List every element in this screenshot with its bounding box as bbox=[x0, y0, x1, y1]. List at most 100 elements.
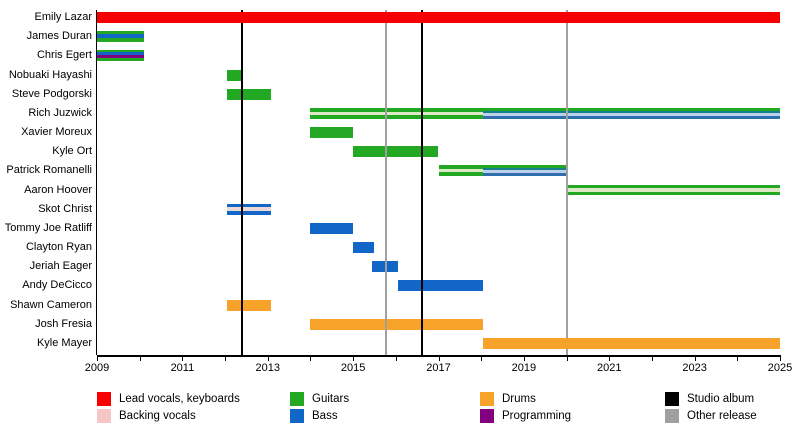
bar-stripe bbox=[483, 173, 567, 177]
member-label: Chris Egert bbox=[36, 49, 92, 62]
member-label: Skot Christ bbox=[38, 202, 92, 215]
member-label: James Duran bbox=[26, 30, 92, 43]
axis-year-label: 2023 bbox=[682, 362, 707, 374]
member-label: Tommy Joe Ratliff bbox=[4, 221, 92, 234]
axis-tick bbox=[523, 357, 525, 361]
bar-stripe bbox=[227, 210, 272, 215]
legend-swatch bbox=[290, 392, 304, 406]
bar-stripe bbox=[97, 31, 144, 35]
timeline-bar bbox=[566, 184, 780, 196]
other-release-line bbox=[385, 10, 388, 355]
bar-stripe bbox=[483, 112, 780, 116]
member-label: Kyle Mayer bbox=[36, 336, 92, 349]
member-label: Patrick Romanelli bbox=[6, 164, 92, 177]
axis-tick bbox=[651, 357, 653, 361]
member-label: Josh Fresia bbox=[35, 317, 92, 330]
timeline-bar bbox=[353, 146, 439, 158]
legend-item: Bass bbox=[290, 409, 338, 423]
timeline-bar bbox=[97, 12, 780, 23]
timeline-bar bbox=[483, 337, 780, 349]
legend-item: Lead vocals, keyboards bbox=[97, 392, 240, 406]
bar-stripe bbox=[227, 69, 243, 81]
bar-stripe bbox=[97, 52, 144, 55]
timeline-bar bbox=[483, 107, 780, 119]
legend-item: Other release bbox=[665, 409, 757, 423]
bar-stripe bbox=[438, 169, 484, 173]
member-label: Shawn Cameron bbox=[10, 298, 92, 311]
legend-item: Studio album bbox=[665, 392, 754, 406]
timeline-bar bbox=[97, 31, 144, 43]
axis-tick bbox=[438, 357, 440, 361]
bar-stripe bbox=[310, 127, 354, 138]
bar-stripe bbox=[97, 50, 144, 53]
x-axis: 2009 2011 2013 2015 2017 2019 2021 2023 2025 bbox=[84, 355, 793, 374]
axis-year-label: 2011 bbox=[170, 362, 195, 374]
member-label: Rich Juzwick bbox=[28, 106, 92, 119]
axis-tick bbox=[310, 357, 312, 361]
bar-stripe bbox=[97, 34, 144, 39]
timeline-bar bbox=[227, 203, 272, 215]
studio-album-line bbox=[421, 10, 424, 355]
legend-swatch bbox=[480, 392, 494, 406]
legend-label: Drums bbox=[502, 393, 536, 405]
bar-stripe bbox=[227, 88, 272, 100]
bar-stripe bbox=[227, 207, 272, 211]
bar-stripe bbox=[483, 170, 567, 174]
timeline-bar bbox=[310, 222, 354, 234]
x-axis-line bbox=[97, 355, 781, 357]
bar-stripe bbox=[483, 110, 780, 113]
timeline-bar bbox=[438, 165, 484, 177]
legend-label: Guitars bbox=[312, 393, 350, 405]
axis-year-label: 2017 bbox=[426, 362, 451, 374]
axis-tick bbox=[609, 357, 611, 361]
legend-swatch bbox=[480, 409, 494, 423]
axis-year-label: 2025 bbox=[767, 362, 793, 374]
legend-label: Other release bbox=[687, 410, 757, 422]
plot-area bbox=[96, 10, 780, 355]
bar-stripe bbox=[438, 172, 484, 177]
axis-tick bbox=[737, 357, 739, 361]
axis-tick bbox=[182, 357, 184, 361]
bar-stripe bbox=[483, 337, 780, 349]
bar-stripe bbox=[97, 12, 780, 23]
timeline-bar bbox=[97, 50, 144, 62]
legend-label: Programming bbox=[502, 410, 572, 422]
member-label: Steve Podgorski bbox=[11, 87, 92, 100]
bar-stripe bbox=[227, 299, 272, 311]
bar-stripe bbox=[97, 38, 144, 43]
bar-stripe bbox=[566, 191, 780, 196]
bar-stripe bbox=[227, 203, 272, 208]
legend-label: Studio album bbox=[687, 393, 755, 405]
member-label: Nobuaki Hayashi bbox=[8, 68, 92, 81]
timeline-bar bbox=[483, 165, 567, 177]
legend-swatch bbox=[290, 409, 304, 423]
studio-album-line bbox=[241, 10, 244, 355]
member-label: Andy DeCicco bbox=[22, 279, 92, 292]
member-label: Clayton Ryan bbox=[25, 241, 92, 253]
timeline-bar bbox=[310, 107, 484, 119]
member-label: Emily Lazar bbox=[34, 11, 92, 23]
legend-item: Guitars bbox=[290, 392, 349, 406]
bar-stripe bbox=[397, 280, 484, 292]
y-axis-line bbox=[96, 10, 97, 355]
member-label: Jeriah Eager bbox=[29, 260, 92, 273]
legend-item: Programming bbox=[480, 409, 571, 423]
bar-stripe bbox=[483, 165, 567, 169]
axis-year-label: 2009 bbox=[84, 362, 110, 374]
timeline-bar bbox=[310, 127, 354, 138]
timeline-bar bbox=[227, 299, 272, 311]
bar-stripe bbox=[310, 222, 354, 234]
axis-tick bbox=[481, 357, 483, 361]
legend-item: Backing vocals bbox=[97, 409, 196, 423]
timeline-bar bbox=[353, 242, 375, 253]
bar-stripe bbox=[566, 188, 780, 192]
bar-stripe bbox=[372, 261, 398, 273]
legend-swatch bbox=[665, 409, 679, 423]
timeline-bar bbox=[372, 261, 398, 273]
bar-stripe bbox=[310, 114, 484, 119]
bar-stripe bbox=[310, 318, 484, 330]
member-labels: Emily Lazar James Duran Chris Egert Nobuaki… bbox=[0, 0, 96, 360]
bar-stripe bbox=[483, 115, 780, 119]
